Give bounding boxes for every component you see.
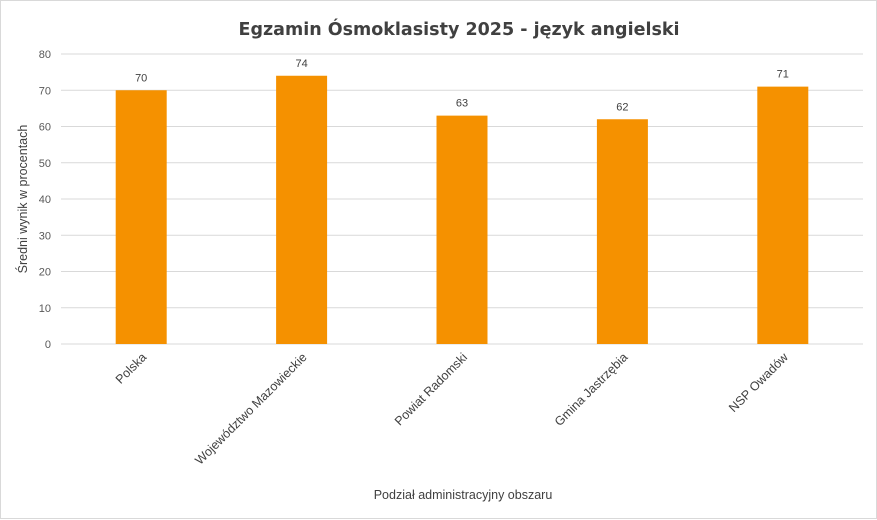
y-axis-tick-labels: 0 10 20 30 40 50 60 70 80 — [39, 49, 51, 351]
y-tick-label: 30 — [39, 230, 51, 242]
x-category-label: Polska — [113, 350, 149, 386]
bar — [436, 115, 488, 344]
bar — [757, 86, 809, 344]
bar — [276, 75, 328, 344]
x-axis-category-labels: Polska Województwo Mazowieckie Powiat Rado… — [113, 350, 792, 468]
x-category-label: Województwo Mazowieckie — [192, 350, 309, 467]
bar — [115, 90, 167, 344]
y-tick-label: 10 — [39, 303, 51, 315]
data-label: 62 — [616, 101, 628, 113]
y-tick-label: 60 — [39, 122, 51, 134]
x-category-label: Gmina Jastrzębia — [552, 350, 631, 429]
y-tick-label: 40 — [39, 194, 51, 206]
chart-title: Egzamin Ósmoklasisty 2025 - język angiel… — [238, 18, 679, 40]
y-tick-label: 70 — [39, 85, 51, 97]
y-tick-label: 20 — [39, 267, 51, 279]
y-tick-label: 0 — [45, 339, 51, 351]
data-label: 70 — [135, 72, 147, 84]
data-labels: 70 74 63 62 71 — [135, 58, 789, 114]
x-category-label: Powiat Radomski — [392, 350, 470, 428]
x-axis-title: Podział administracyjny obszaru — [374, 488, 553, 502]
data-label: 63 — [456, 98, 468, 110]
y-tick-label: 80 — [39, 49, 51, 61]
y-tick-label: 50 — [39, 158, 51, 170]
x-category-label: NSP Owadów — [726, 350, 791, 415]
data-label: 71 — [777, 69, 789, 81]
y-axis-title: Średni wynik w procentach — [15, 125, 30, 274]
data-label: 74 — [295, 58, 307, 70]
bar — [596, 119, 648, 344]
bars — [115, 75, 809, 344]
